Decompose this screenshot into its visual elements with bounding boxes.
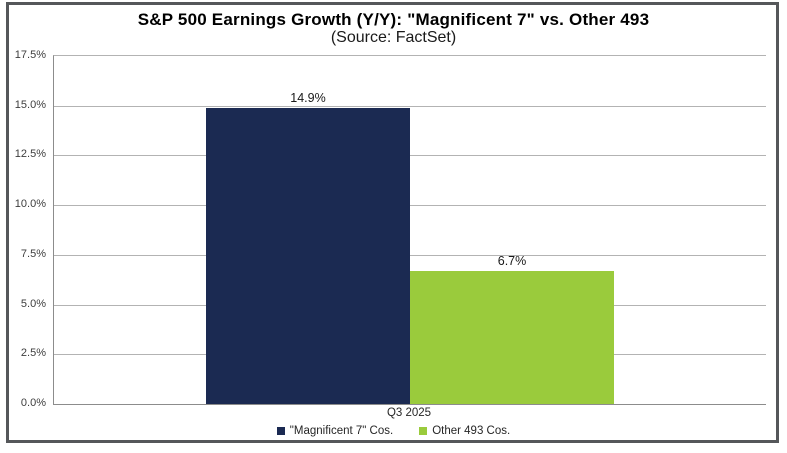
legend-swatch-icon [276,427,285,435]
y-tick-label: 15.0% [14,98,46,111]
y-tick-label: 10.0% [14,198,46,211]
x-category-label: Q3 2025 [386,407,432,419]
gridline [54,155,766,157]
legend-label: "Magnificent 7" Cos. [289,425,394,437]
y-tick-label: 17.5% [14,49,46,61]
y-tick-label: 5.0% [20,297,46,310]
chart-title: S&P 500 Earnings Growth (Y/Y): "Magnific… [137,10,650,29]
y-tick-label: 2.5% [20,347,46,360]
legend-item: Other 493 Cos. [419,425,510,437]
bar-magnificent7 [206,107,410,404]
y-axis: 17.5% 15.0% 12.5% 10.0% 7.5% 5.0% 2.5% 0.0% [0,0,47,453]
gridline [54,105,766,107]
bar-other493 [410,270,614,404]
gridline [54,254,766,256]
gridline [54,205,766,207]
bar-value-label: 14.9% [290,90,326,105]
y-tick-label: 12.5% [14,148,46,161]
chart-subtitle: (Source: FactSet) [330,29,457,46]
y-tick-label: 7.5% [20,247,46,260]
legend: "Magnificent 7" Cos. Other 493 Cos. [0,425,787,437]
legend-label: Other 493 Cos. [432,425,511,437]
plot-area: 14.9% 6.7% [53,55,766,405]
y-tick-label: 0.0% [20,397,46,409]
bar-value-label: 6.7% [497,253,527,268]
legend-swatch-icon [419,427,428,435]
legend-item: "Magnificent 7" Cos. [276,425,394,437]
